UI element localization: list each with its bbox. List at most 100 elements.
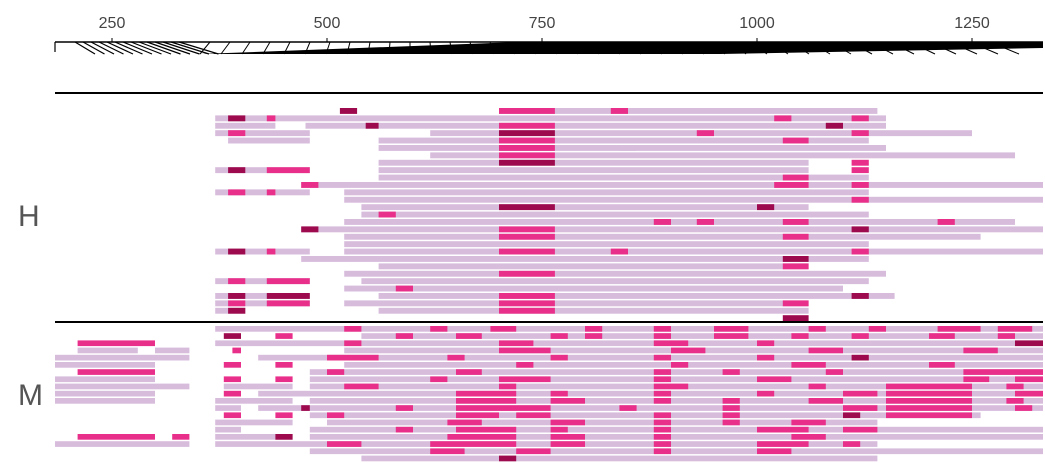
heatmap-segment (499, 145, 555, 151)
heatmap-segment (499, 152, 555, 159)
heatmap-segment (499, 347, 551, 354)
heatmap-segment (456, 426, 517, 433)
heatmap-segment (430, 152, 1015, 159)
heatmap-segment (619, 145, 637, 151)
heatmap-segment (223, 362, 241, 368)
heatmap-segment (619, 405, 637, 411)
heatmap-segment (430, 448, 465, 455)
heatmap-segment (430, 376, 448, 383)
heatmap-segment (266, 278, 310, 285)
heatmap-segment (378, 137, 869, 144)
heatmap-segment (499, 383, 517, 390)
heatmap-segment (215, 248, 310, 255)
heatmap-segment (395, 405, 413, 411)
heatmap-segment (722, 405, 740, 411)
panel-m (55, 326, 1043, 462)
heatmap-segment (653, 376, 671, 383)
heatmap-segment (722, 398, 740, 404)
heatmap-segment (1015, 340, 1043, 347)
heatmap-segment (228, 293, 246, 299)
heatmap-segment (757, 426, 809, 433)
heatmap-segment (722, 369, 740, 375)
heatmap-segment (851, 248, 869, 255)
heatmap-segment (309, 434, 1043, 440)
heatmap-segment (215, 419, 293, 426)
heatmap-segment (808, 326, 826, 332)
mapping-line (74, 41, 96, 55)
heatmap-segment (782, 256, 809, 262)
heatmap-segment (55, 398, 155, 404)
heatmap-segment (258, 354, 1043, 361)
heatmap-segment (499, 159, 555, 166)
heatmap-segment (55, 354, 190, 361)
heatmap-segment (929, 362, 955, 368)
heatmap-segment (215, 189, 310, 196)
heatmap-segment (653, 219, 671, 225)
heatmap-segment (791, 333, 809, 339)
heatmap-segment (851, 130, 869, 137)
heatmap-segment (757, 390, 775, 397)
position-mapping-lines (54, 41, 1043, 55)
heatmap-segment (653, 434, 671, 440)
heatmap-segment (757, 354, 775, 361)
panel-h (215, 108, 1043, 322)
mapping-line (90, 41, 115, 55)
heatmap-segment (929, 333, 955, 339)
heatmap-segment (757, 376, 792, 383)
heatmap-segment (490, 326, 517, 332)
heatmap-segment (344, 362, 1043, 368)
heatmap-segment (215, 434, 293, 440)
heatmap-segment (55, 390, 155, 397)
heatmap-segment (851, 182, 869, 188)
heatmap-segment (851, 333, 869, 339)
heatmap-segment (361, 278, 869, 285)
heatmap-segment (550, 354, 568, 361)
heatmap-segment (774, 182, 809, 188)
heatmap-segment (215, 278, 310, 285)
heatmap-segment (1015, 376, 1043, 383)
heatmap-segment (215, 398, 293, 404)
heatmap-segment (653, 383, 689, 390)
heatmap-segment (774, 115, 792, 122)
heatmap-segment (456, 412, 499, 419)
heatmap-segment (851, 293, 869, 299)
heatmap-segment (77, 347, 138, 354)
heatmap-segment (228, 307, 246, 314)
heatmap-segment (309, 398, 1043, 404)
heatmap-segment (275, 434, 293, 440)
heatmap-segment (782, 233, 809, 240)
heatmap-segment (843, 441, 861, 447)
heatmap-segment (223, 390, 241, 397)
heatmap-segment (223, 412, 241, 419)
heatmap-segment (851, 226, 869, 233)
heatmap-segment (275, 333, 293, 339)
heatmap-segment (378, 174, 869, 181)
heatmap-segment (344, 219, 1015, 225)
heatmap-segment (843, 390, 878, 397)
heatmap-segment (851, 167, 869, 174)
mapping-line (241, 41, 251, 55)
heatmap-segment (344, 300, 809, 307)
heatmap-segment (339, 108, 358, 114)
heatmap-segment (301, 182, 319, 188)
heatmap-segment (365, 122, 379, 129)
heatmap-segment (266, 115, 276, 122)
heatmap-segment (886, 383, 972, 390)
heatmap-segment (228, 300, 246, 307)
heatmap-segment (344, 340, 362, 347)
heatmap-segment (77, 340, 155, 347)
heatmap-segment (77, 434, 155, 440)
heatmap-segment (301, 226, 319, 233)
heatmap-segment (653, 441, 671, 447)
heatmap-segment (499, 300, 555, 307)
heatmap-segment (228, 167, 246, 174)
heatmap-segment (361, 211, 869, 218)
heatmap-segment (327, 441, 362, 447)
heatmap-segment (808, 383, 826, 390)
heatmap-segment (77, 369, 155, 375)
heatmap-segment (791, 419, 826, 426)
heatmap-segment (499, 204, 555, 211)
heatmap-segment (344, 189, 869, 196)
heatmap-segment (499, 108, 555, 114)
heatmap-segment (550, 419, 585, 426)
